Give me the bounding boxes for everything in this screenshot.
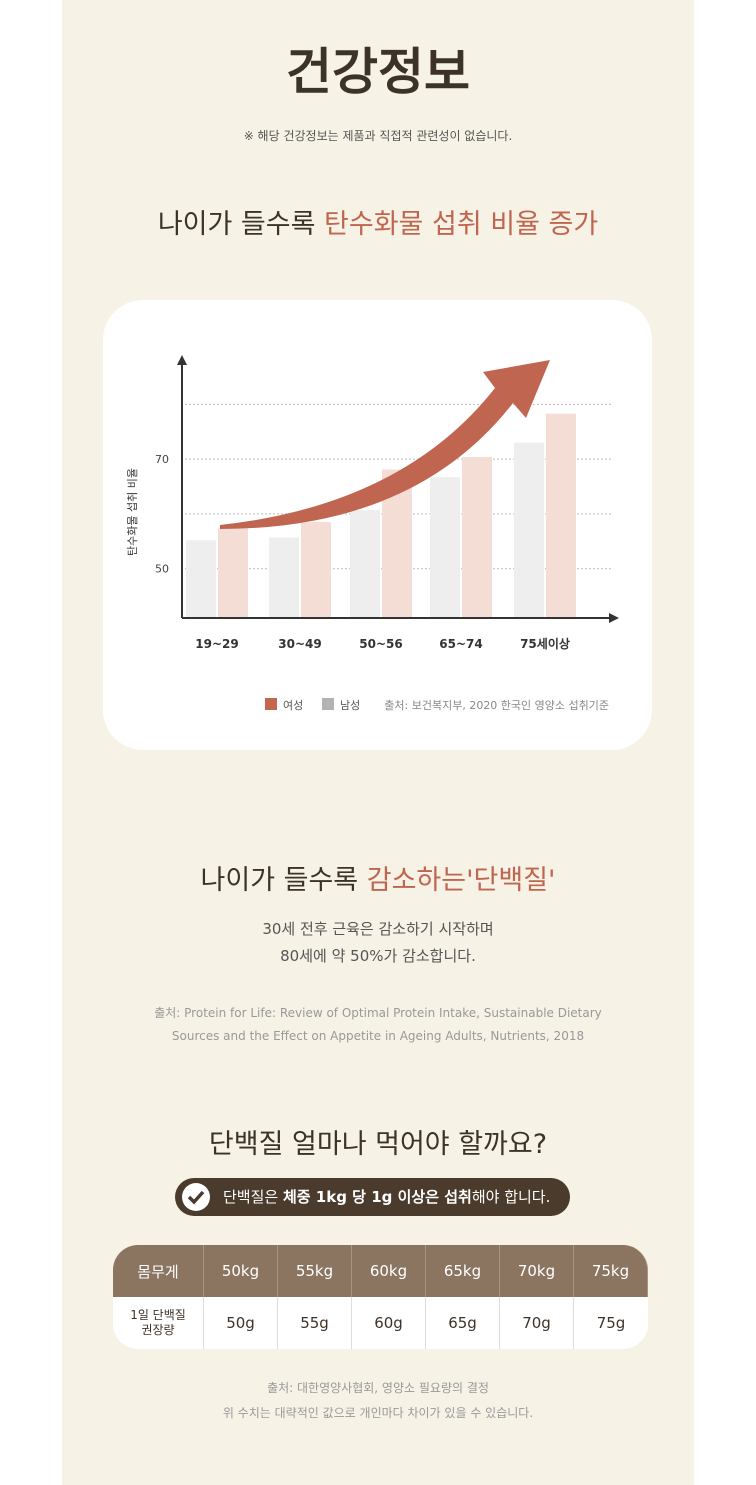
badge: 단백질은 체중 1kg 당 1g 이상은 섭취해야 합니다. — [175, 1178, 570, 1216]
legend-label: 남성 — [340, 699, 360, 712]
footnote: 출처: 대한영양사협회, 영양소 필요량의 결정 — [267, 1381, 489, 1395]
bar — [462, 456, 492, 618]
x-axis-head — [609, 613, 619, 623]
header-cell: 65kg — [426, 1245, 500, 1297]
page-title: 건강정보 — [286, 43, 470, 101]
protein-table: 몸무게 50kg 55kg 60kg 65kg 70kg 75kg 1일 단백질 권장량 50… — [113, 1245, 648, 1349]
y-tick-label: 70 — [155, 453, 169, 466]
heading-accent: 감소하는'단백질' — [366, 865, 556, 896]
note: ※ 해당 건강정보는 제품과 직접적 관련성이 없습니다. — [243, 129, 513, 143]
heading-part: 나이가 들수록 — [157, 209, 316, 240]
bar — [269, 537, 299, 618]
cell: 1일 단백질 권장량 — [113, 1297, 204, 1349]
cell: 65g — [426, 1297, 500, 1349]
badge-bold: 체중 1kg 당 1g 이상은 섭취 — [282, 1188, 472, 1206]
heading: 나이가 들수록 감소하는'단백질' — [0, 858, 756, 897]
chart: 50 70 탄수화물 섭취 비율 19~29 30~49 50~56 65~74 75세이상여… — [126, 355, 619, 712]
header-cell: 50kg — [204, 1245, 278, 1297]
cell: 60g — [352, 1297, 426, 1349]
badge-text: 단백질은 — [223, 1188, 279, 1206]
x-tick-label: 50~56 — [359, 637, 402, 651]
heading: 단백질 얼마나 먹어야 할까요? — [208, 1129, 548, 1160]
bar — [218, 528, 248, 618]
header-cell: 75kg — [574, 1245, 648, 1297]
legend-swatch — [265, 698, 277, 710]
trend-arrow — [220, 360, 550, 529]
header-cell: 55kg — [278, 1245, 352, 1297]
bar — [546, 413, 576, 618]
y-axis-title: 탄수화물 섭취 비율 — [126, 468, 139, 556]
y-axis-head — [177, 355, 187, 365]
header-cell: 70kg — [500, 1245, 574, 1297]
chart-source: 출처: 보건복지부, 2020 한국인 영양소 섭취기준 — [384, 699, 609, 712]
legend-label: 여성 — [283, 699, 303, 712]
footnote: 위 수치는 대략적인 값으로 개인마다 차이가 있을 수 있습니다. — [222, 1406, 534, 1420]
source: 출처: Protein for Life: Review of Optimal … — [154, 1006, 602, 1020]
x-tick-label: 75세이상 — [520, 636, 570, 651]
header-cell: 몸무게 — [113, 1245, 204, 1297]
header-cell: 60kg — [352, 1245, 426, 1297]
bar — [514, 442, 544, 618]
body-text: 30세 전후 근육은 감소하기 시작하며 — [262, 920, 494, 938]
body-text: 80세에 약 50%가 감소합니다. — [280, 947, 476, 965]
x-tick-label: 65~74 — [439, 637, 482, 651]
bar — [186, 540, 216, 618]
x-tick-label: 19~29 — [195, 637, 238, 651]
cell: 70g — [500, 1297, 574, 1349]
bar — [350, 510, 380, 618]
cell: 50g — [204, 1297, 278, 1349]
x-tick-label: 30~49 — [278, 637, 321, 651]
check-icon — [182, 1183, 210, 1211]
cell: 75g — [574, 1297, 648, 1349]
bar — [301, 522, 331, 618]
heading-accent: 탄수화물 섭취 비율 증가 — [324, 209, 599, 240]
cell: 55g — [278, 1297, 352, 1349]
legend-swatch — [322, 698, 334, 710]
y-tick-label: 50 — [155, 563, 169, 576]
source: Sources and the Effect on Appetite in Ag… — [171, 1029, 585, 1043]
heading: 나이가 들수록 탄수화물 섭취 비율 증가 — [0, 202, 756, 241]
bar — [430, 477, 460, 618]
heading-part: 나이가 들수록 — [200, 865, 359, 896]
badge-text: 해야 합니다. — [471, 1188, 551, 1206]
